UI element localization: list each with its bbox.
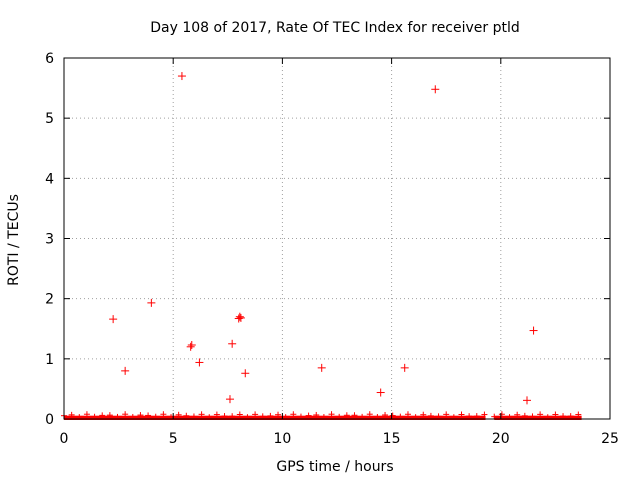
y-axis-ticks: 0 1 2 3 4 5 6 [45,51,610,428]
data-point [523,396,532,405]
baseline-band [61,411,582,420]
x-tick-label: 15 [383,431,401,447]
y-tick-label: 4 [45,171,54,187]
data-point [121,366,130,375]
y-tick-label: 1 [45,352,54,368]
data-point [400,363,409,372]
y-tick-label: 6 [45,51,54,67]
data-point [225,395,234,404]
data-point [236,313,245,322]
data-point [235,312,244,321]
y-axis-title: ROTI / TECUs [6,194,22,286]
data-point [228,339,237,348]
x-tick-label: 10 [273,431,291,447]
y-tick-label: 3 [45,232,54,248]
data-point [376,388,385,397]
data-point [147,298,156,307]
y-tick-label: 5 [45,111,54,127]
data-point [186,342,195,351]
baseline-band-segment [494,415,582,420]
data-point [234,314,243,323]
x-tick-label: 5 [169,431,178,447]
data-point [177,72,186,81]
baseline-band-segment [64,415,486,420]
data-point [241,369,250,378]
x-tick-label: 0 [60,431,69,447]
x-axis-ticks: 0 5 10 15 20 25 [60,58,619,447]
data-point [317,363,326,372]
y-tick-label: 0 [45,412,54,428]
chart-title: Day 108 of 2017, Rate Of TEC Index for r… [150,20,520,36]
data-points [109,72,538,405]
data-point [431,85,440,94]
data-point [195,358,204,367]
data-point [109,315,118,324]
x-tick-label: 25 [601,431,619,447]
data-point [529,326,538,335]
grid [64,58,610,419]
x-axis-title: GPS time / hours [276,459,393,475]
x-tick-label: 20 [492,431,510,447]
y-tick-label: 2 [45,292,54,308]
data-point [187,340,196,349]
